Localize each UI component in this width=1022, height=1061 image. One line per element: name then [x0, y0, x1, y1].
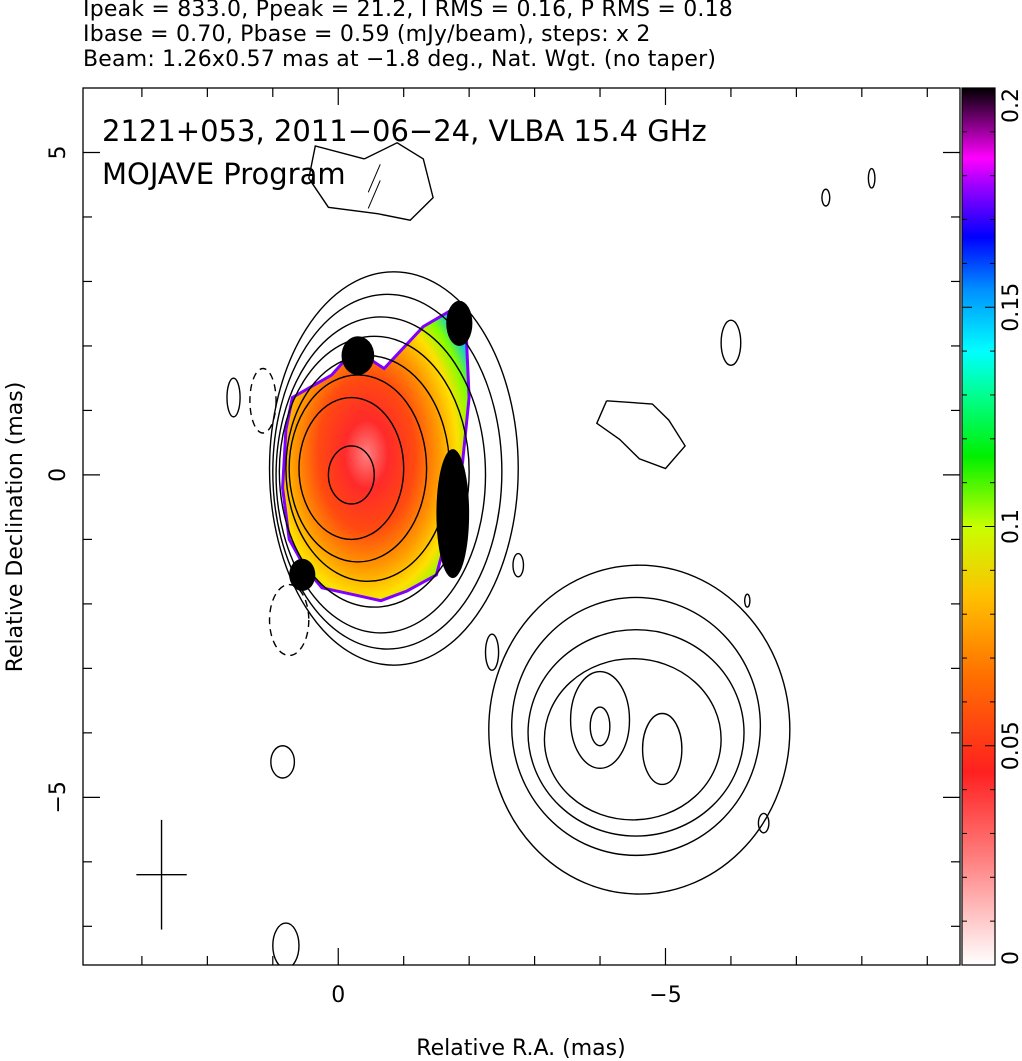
- high-fraction-patch-3: [289, 558, 316, 591]
- core-contour-5: [275, 316, 487, 634]
- isolated-contour-6: [270, 745, 296, 779]
- southwest-contour-6: [488, 564, 791, 895]
- colorbar-tick-label-0: 0: [999, 951, 1022, 965]
- isolated-contour-3: [268, 583, 310, 657]
- high-fraction-patch-2: [436, 449, 470, 579]
- chart-subtitle: MOJAVE Program: [102, 157, 346, 191]
- header-line-2: Ibase = 0.70, Pbase = 0.59 (mJy/beam), s…: [83, 22, 651, 47]
- southwest-contour-0: [589, 706, 611, 747]
- core-contour-7: [268, 271, 519, 666]
- high-fraction-patch-1: [446, 300, 473, 346]
- high-fraction-patch-0: [341, 336, 375, 375]
- isolated-contour-2: [249, 367, 277, 434]
- isolated-contour-1: [226, 377, 241, 418]
- north-vector-0: [367, 164, 381, 193]
- colorbar-tick-label-4: 0.2: [999, 88, 1022, 123]
- southwest-contour-1: [569, 670, 631, 770]
- southwest-contour-5: [510, 596, 762, 857]
- core-contour-3: [285, 354, 451, 583]
- core-contour-1: [298, 396, 405, 541]
- isolated-contour-0: [720, 319, 742, 366]
- irregular-contour-1: [595, 400, 686, 470]
- header-line-1: Ipeak = 833.0, Ppeak = 21.2, I RMS = 0.1…: [83, 0, 733, 22]
- plot-frame: [82, 87, 961, 966]
- y-tick-label-1: 0: [46, 468, 71, 482]
- core-contour-0: [327, 445, 375, 505]
- colorbar-tick-label-2: 0.1: [999, 509, 1022, 544]
- isolated-contour-4: [512, 552, 525, 578]
- colorbar-tick-label-1: 0.05: [999, 721, 1022, 770]
- isolated-contour-7: [757, 812, 770, 834]
- chart-title: 2121+053, 2011−06−24, VLBA 15.4 GHz: [102, 114, 707, 148]
- core-contour-4: [278, 335, 470, 608]
- y-axis-label: Relative Declination (mas): [3, 382, 28, 673]
- x-tick-label-0: 0: [331, 983, 345, 1008]
- southwest-contour-3: [543, 657, 722, 821]
- isolated-contour-5: [484, 633, 500, 672]
- isolated-contour-11: [272, 922, 300, 965]
- north-vector-1: [367, 180, 381, 209]
- y-tick-label-2: −5: [46, 781, 71, 813]
- irregular-contour-0: [308, 142, 434, 221]
- x-axis-label: Relative R.A. (mas): [416, 1036, 625, 1061]
- isolated-contour-9: [821, 188, 831, 207]
- colorbar-tick-label-3: 0.15: [999, 283, 1022, 332]
- core-contour-6: [272, 293, 503, 650]
- isolated-contour-10: [867, 167, 876, 189]
- southwest-contour-2: [641, 712, 683, 786]
- southwest-contour-4: [527, 628, 745, 837]
- header-line-3: Beam: 1.26x0.57 mas at −1.8 deg., Nat. W…: [83, 47, 717, 72]
- x-tick-label-1: −5: [649, 983, 681, 1008]
- core-contour-2: [288, 374, 428, 563]
- isolated-contour-8: [743, 593, 751, 608]
- y-tick-label-0: 5: [46, 146, 71, 160]
